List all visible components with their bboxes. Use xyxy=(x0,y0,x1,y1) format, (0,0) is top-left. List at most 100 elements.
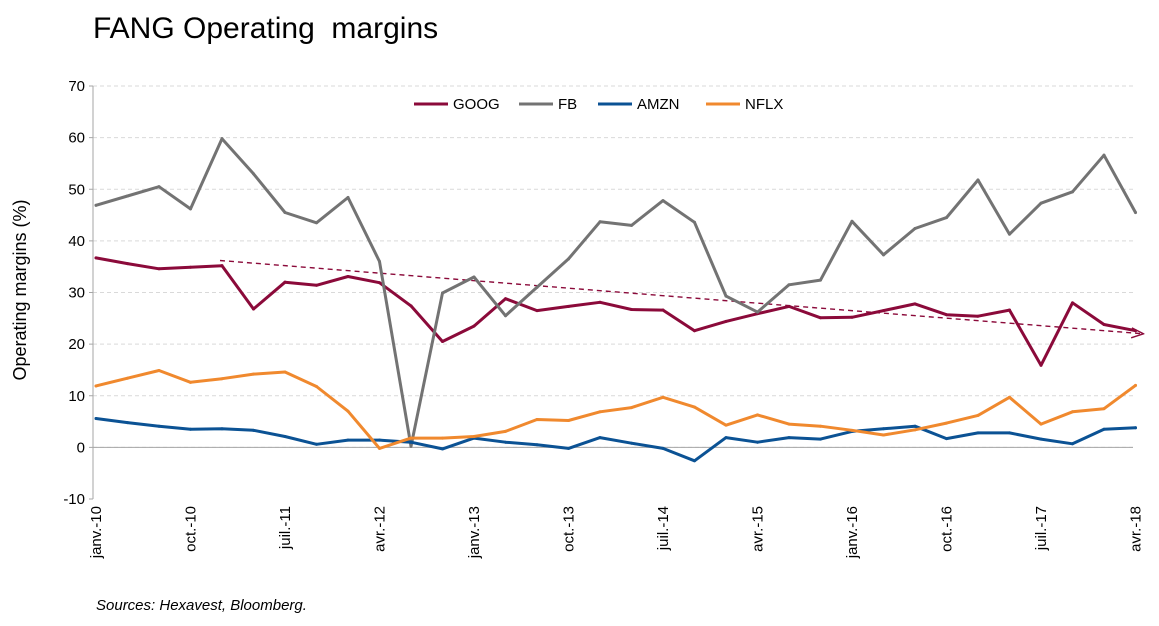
chart-title: FANG Operating margins xyxy=(93,12,439,45)
data-point-fb xyxy=(1102,153,1106,157)
y-tick-label: -10 xyxy=(63,491,85,508)
data-point-amzn xyxy=(1071,442,1074,446)
data-point-goog xyxy=(1102,323,1106,327)
x-tick-label: juil.-11 xyxy=(277,506,294,550)
data-point-fb xyxy=(220,137,224,141)
series-line-fb xyxy=(94,137,1137,448)
y-tick-label: 20 xyxy=(68,336,85,353)
y-tick-label: 10 xyxy=(68,388,85,405)
x-tick-label: avr.-18 xyxy=(1128,506,1145,552)
data-point-nflx xyxy=(630,406,633,410)
x-tick-label: oct.-16 xyxy=(939,506,956,552)
data-point-fb xyxy=(315,221,318,225)
data-point-amzn xyxy=(315,442,318,446)
data-point-goog xyxy=(882,309,885,313)
data-point-goog xyxy=(819,316,822,320)
data-point-fb xyxy=(1134,210,1137,214)
series-line-goog xyxy=(94,256,1137,367)
axes: -10 0 10 20 30 40 50 60 70 janv.-10 oct.-10 juil.-1… xyxy=(63,78,1144,559)
data-point-goog xyxy=(441,340,444,344)
data-point-fb xyxy=(1071,190,1074,194)
x-tick-label: avr.-12 xyxy=(372,506,389,552)
data-point-fb xyxy=(1008,232,1011,236)
data-point-amzn xyxy=(882,427,885,431)
data-point-nflx xyxy=(756,413,759,417)
data-point-fb xyxy=(819,278,822,282)
data-point-fb xyxy=(283,210,287,214)
data-point-goog xyxy=(567,304,570,308)
data-point-amzn xyxy=(787,436,791,440)
data-point-nflx xyxy=(1134,383,1137,387)
legend-label-goog: GOOG xyxy=(453,96,500,113)
data-point-goog xyxy=(1071,301,1074,305)
y-tick-label: 60 xyxy=(68,130,85,147)
x-tick-label: janv.-13 xyxy=(466,506,483,559)
data-point-goog xyxy=(126,262,129,266)
data-point-nflx xyxy=(724,423,728,427)
data-point-goog xyxy=(504,297,507,301)
data-point-goog xyxy=(1039,363,1043,367)
data-point-goog xyxy=(283,280,287,284)
data-point-amzn xyxy=(126,421,129,425)
data-point-goog xyxy=(598,300,602,304)
trendline-arrow xyxy=(219,259,1144,333)
data-point-goog xyxy=(409,304,413,308)
data-point-nflx xyxy=(504,429,507,433)
data-point-fb xyxy=(598,220,602,224)
data-point-goog xyxy=(94,256,98,260)
data-point-nflx xyxy=(346,409,350,413)
data-point-fb xyxy=(378,260,381,264)
data-point-goog xyxy=(315,283,318,287)
series-lines xyxy=(94,137,1137,463)
data-point-amzn xyxy=(567,446,570,450)
data-point-nflx xyxy=(252,372,255,376)
x-tick-label: janv.-16 xyxy=(844,506,861,559)
y-tick-label: 50 xyxy=(68,181,85,198)
data-point-amzn xyxy=(819,437,822,441)
data-point-nflx xyxy=(94,384,98,388)
annotations xyxy=(219,259,1144,333)
data-point-nflx xyxy=(1039,422,1043,426)
data-point-amzn xyxy=(220,427,224,431)
y-tick-label: 70 xyxy=(68,78,85,95)
data-point-amzn xyxy=(189,427,192,431)
data-point-fb xyxy=(945,216,948,220)
data-point-goog xyxy=(535,309,539,313)
data-point-nflx xyxy=(976,413,980,417)
data-point-fb xyxy=(94,203,98,207)
data-point-amzn xyxy=(504,440,507,444)
x-tick-label: juil.-14 xyxy=(655,506,672,551)
x-tick-label: oct.-13 xyxy=(561,506,578,552)
data-point-fb xyxy=(630,223,633,227)
data-point-amzn xyxy=(1134,426,1137,430)
data-point-goog xyxy=(1134,329,1137,333)
y-axis-label: Operating margins (%) xyxy=(10,199,30,380)
data-point-goog xyxy=(724,319,728,323)
data-point-amzn xyxy=(913,424,917,428)
data-point-amzn xyxy=(252,428,255,432)
data-point-amzn xyxy=(661,446,665,450)
data-point-nflx xyxy=(1008,395,1011,399)
legend-label-nflx: NFLX xyxy=(745,96,783,113)
data-point-goog xyxy=(346,274,350,278)
data-point-nflx xyxy=(945,421,948,425)
data-point-fb xyxy=(504,314,507,318)
x-tick-label: janv.-10 xyxy=(88,506,105,559)
data-point-nflx xyxy=(535,417,539,421)
data-point-amzn xyxy=(409,440,413,444)
data-point-nflx xyxy=(661,395,665,399)
data-point-nflx xyxy=(220,377,224,381)
data-point-goog xyxy=(472,324,476,328)
data-point-fb xyxy=(724,294,728,298)
data-point-amzn xyxy=(1102,427,1106,431)
data-point-nflx xyxy=(882,433,885,437)
data-point-nflx xyxy=(850,428,854,432)
data-point-fb xyxy=(441,291,444,295)
data-point-fb xyxy=(157,185,161,189)
data-point-nflx xyxy=(1071,410,1074,414)
data-point-nflx xyxy=(157,368,161,372)
data-point-nflx xyxy=(189,380,192,384)
data-point-goog xyxy=(976,314,980,318)
data-point-goog xyxy=(378,281,381,285)
